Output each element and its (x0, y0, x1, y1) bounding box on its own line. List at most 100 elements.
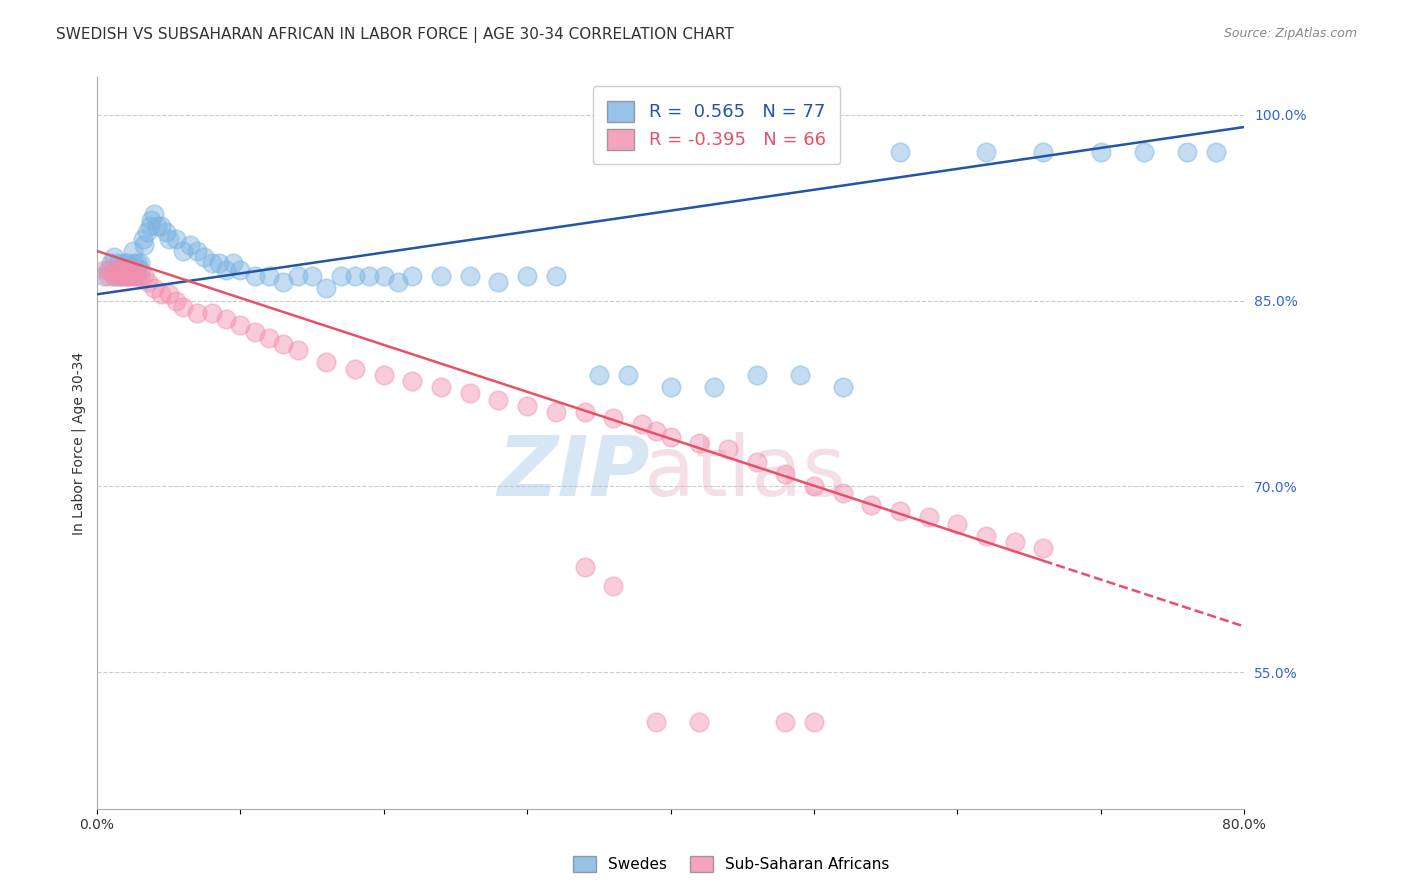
Point (93, 262, 115, 277)
Point (243, 325, 266, 339)
Text: atlas: atlas (644, 432, 846, 513)
Point (108, 268, 131, 283)
Point (165, 231, 187, 245)
Point (193, 250, 215, 264)
Point (775, 714, 797, 729)
Point (121, 244, 143, 258)
Text: SWEDISH VS SUBSAHARAN AFRICAN IN LABOR FORCE | AGE 30-34 CORRELATION CHART: SWEDISH VS SUBSAHARAN AFRICAN IN LABOR F… (56, 27, 734, 43)
Point (516, 268, 538, 283)
Point (215, 262, 238, 277)
Point (117, 262, 139, 277)
Point (150, 287, 173, 301)
Point (103, 250, 125, 264)
Point (100, 256, 122, 270)
Point (257, 331, 280, 345)
Point (128, 262, 150, 277)
Point (118, 262, 141, 277)
Point (179, 237, 201, 252)
Point (645, 714, 668, 729)
Point (97, 268, 120, 283)
Point (124, 262, 146, 277)
Point (117, 268, 139, 283)
Point (315, 355, 337, 369)
Point (544, 405, 567, 419)
Point (803, 714, 825, 729)
Point (645, 424, 668, 438)
Point (602, 411, 624, 425)
Point (114, 262, 136, 277)
Point (172, 300, 194, 314)
Point (401, 268, 423, 283)
Point (458, 268, 481, 283)
Point (104, 262, 127, 277)
Point (287, 268, 309, 283)
Point (117, 262, 139, 277)
Point (488, 392, 510, 407)
Point (458, 386, 481, 401)
Point (146, 219, 169, 234)
Point (122, 256, 145, 270)
Point (105, 262, 128, 277)
Point (1175, 145, 1198, 159)
Point (132, 231, 155, 245)
Point (860, 498, 883, 512)
Point (344, 361, 367, 376)
Point (574, 560, 596, 574)
Point (134, 237, 156, 252)
Text: Source: ZipAtlas.com: Source: ZipAtlas.com (1223, 27, 1357, 40)
Point (229, 262, 252, 277)
Point (229, 318, 252, 333)
Point (118, 268, 141, 283)
Point (107, 268, 129, 283)
Point (803, 479, 825, 493)
Point (287, 343, 309, 357)
Point (128, 256, 150, 270)
Point (1133, 145, 1156, 159)
Point (222, 256, 245, 270)
Point (315, 281, 337, 295)
Point (114, 268, 136, 283)
Point (946, 516, 969, 531)
Point (125, 256, 148, 270)
Point (602, 578, 624, 592)
Point (344, 268, 367, 283)
Point (200, 256, 222, 270)
Point (373, 368, 395, 382)
Point (430, 380, 453, 394)
Legend: Swedes, Sub-Saharan Africans: Swedes, Sub-Saharan Africans (565, 848, 897, 880)
Point (110, 262, 132, 277)
Point (588, 368, 610, 382)
Point (631, 417, 654, 432)
Point (143, 207, 166, 221)
Point (717, 442, 740, 457)
Point (574, 405, 596, 419)
Point (775, 467, 797, 481)
Point (111, 262, 134, 277)
Point (103, 268, 125, 283)
Point (108, 262, 131, 277)
Point (1004, 535, 1026, 549)
Point (115, 256, 138, 270)
Point (359, 268, 381, 283)
Point (128, 268, 150, 283)
Point (112, 256, 135, 270)
Point (141, 213, 163, 227)
Point (215, 312, 238, 326)
Point (1032, 145, 1054, 159)
Point (115, 268, 138, 283)
Point (157, 231, 180, 245)
Point (1090, 145, 1112, 159)
Point (93, 268, 115, 283)
Point (918, 510, 941, 524)
Point (430, 268, 453, 283)
Point (110, 268, 132, 283)
Point (165, 293, 187, 308)
Point (831, 485, 853, 500)
Point (125, 268, 148, 283)
Point (138, 275, 160, 289)
Point (208, 256, 231, 270)
Point (745, 368, 768, 382)
Point (155, 225, 177, 239)
Point (688, 714, 710, 729)
Point (111, 268, 134, 283)
